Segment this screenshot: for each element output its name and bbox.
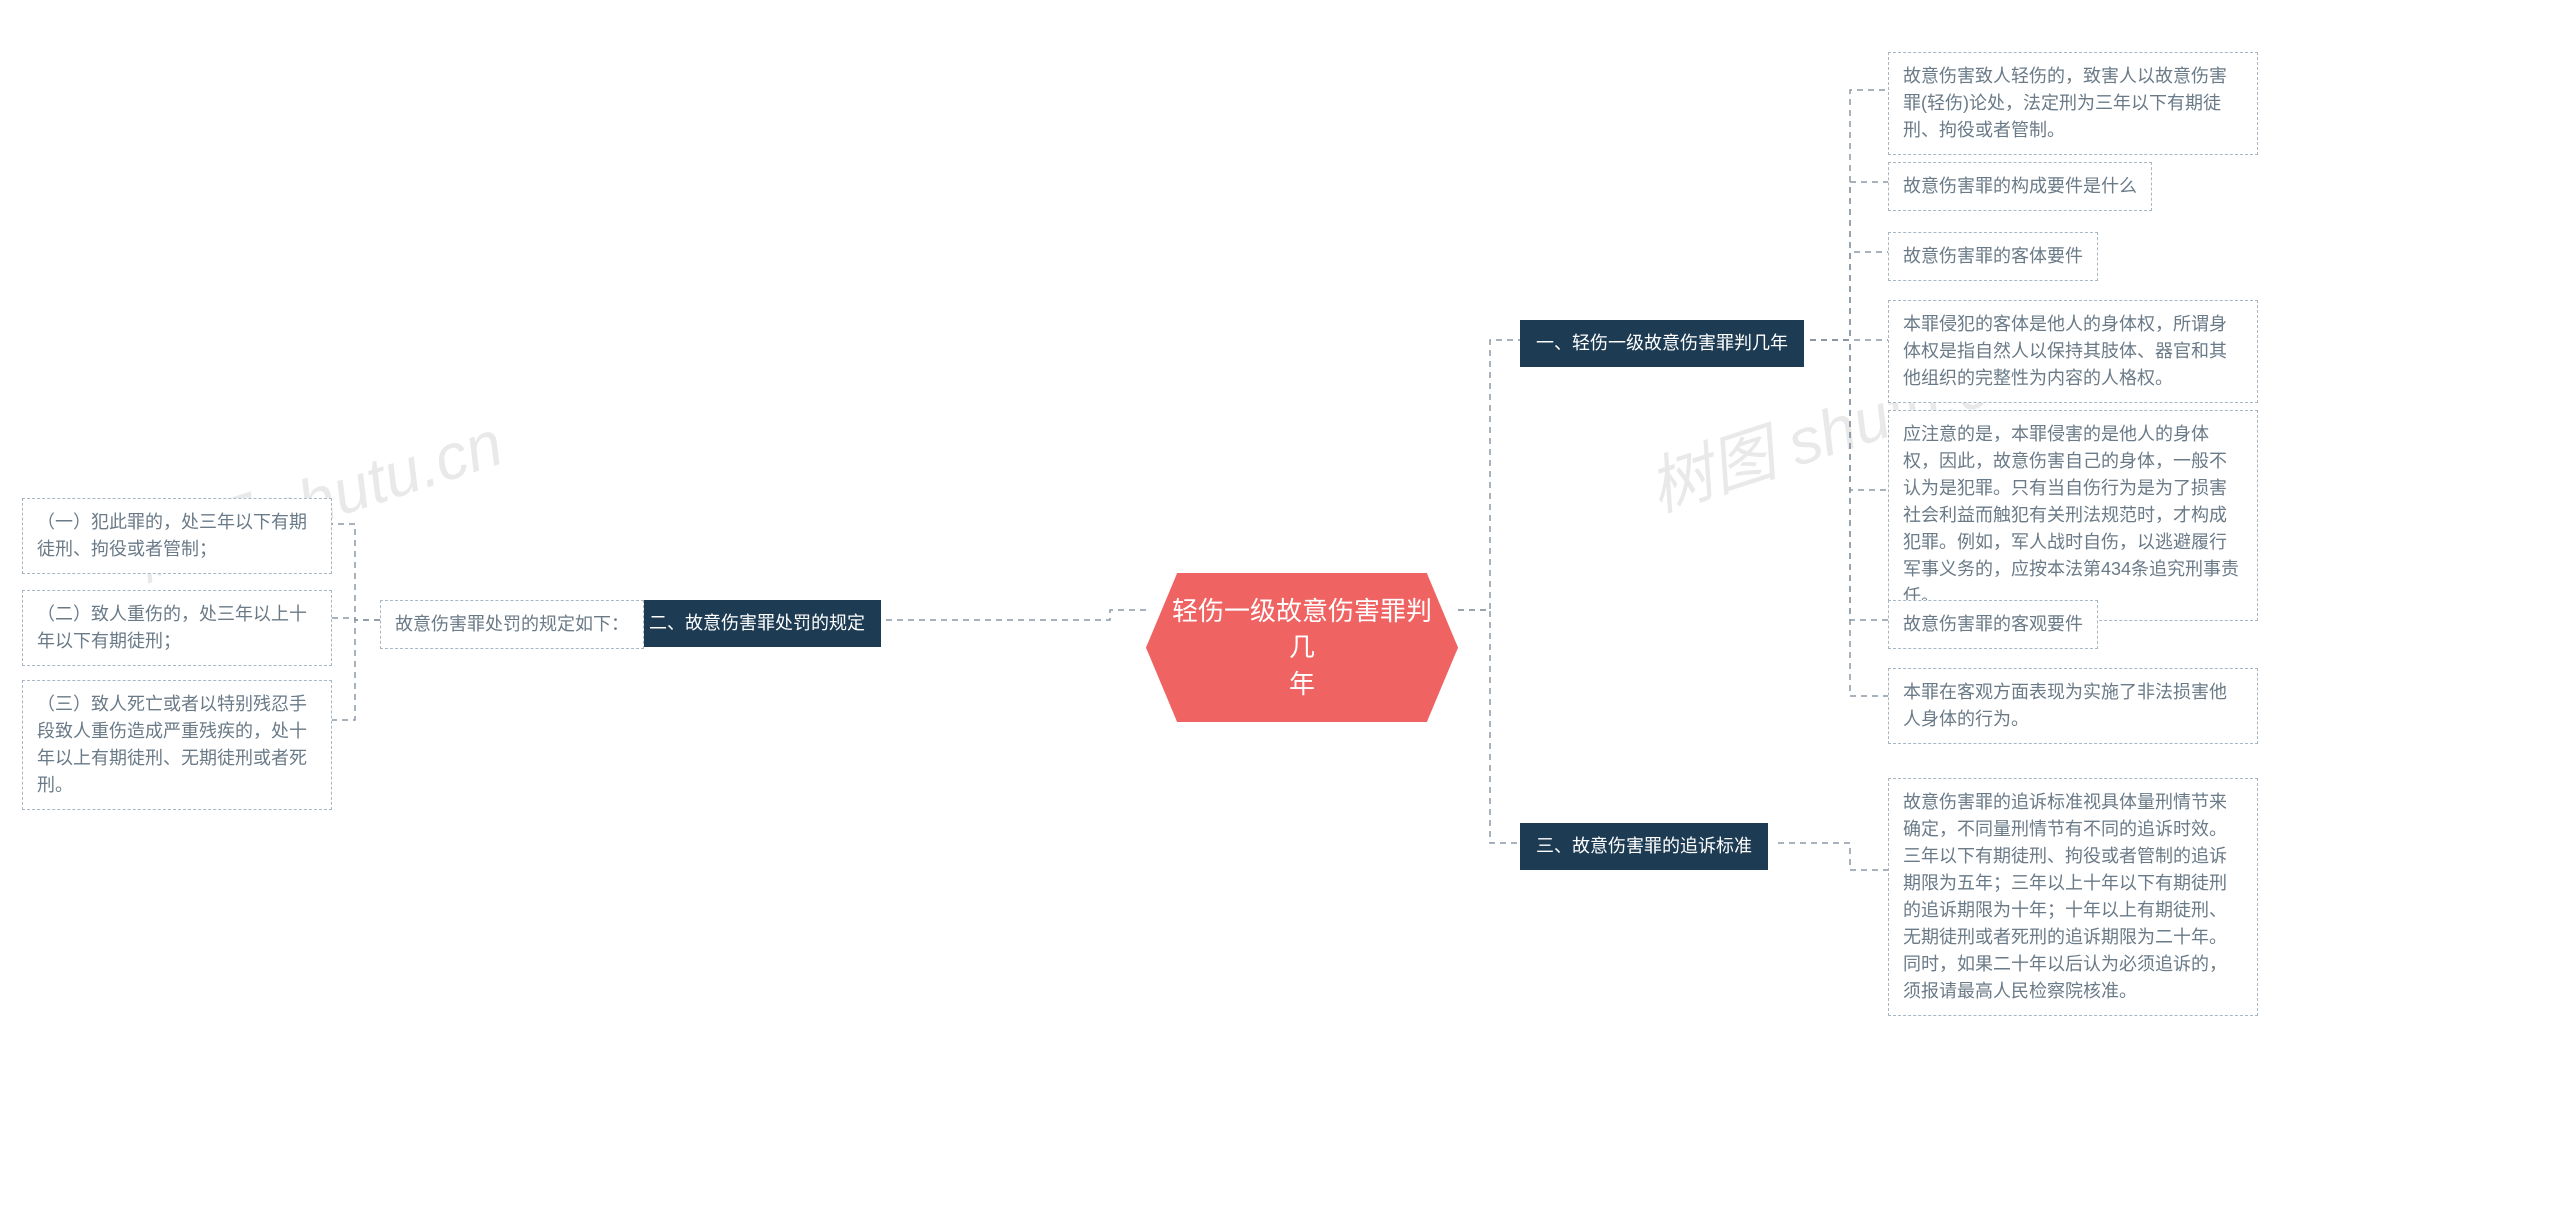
branch-1: 一、轻伤一级故意伤害罪判几年	[1520, 320, 1804, 367]
r1-leaf-0-text: 故意伤害致人轻伤的，致害人以故意伤害罪(轻伤)论处，法定刑为三年以下有期徒刑、拘…	[1903, 66, 2227, 140]
left-leaf-1: （二）致人重伤的，处三年以上十年以下有期徒刑；	[22, 590, 332, 666]
branch-3-label: 三、故意伤害罪的追诉标准	[1536, 836, 1752, 856]
branch-1-label: 一、轻伤一级故意伤害罪判几年	[1536, 333, 1788, 353]
r1-leaf-1: 故意伤害罪的构成要件是什么	[1888, 162, 2152, 211]
r1-leaf-1-text: 故意伤害罪的构成要件是什么	[1903, 176, 2137, 196]
branch-3: 三、故意伤害罪的追诉标准	[1520, 823, 1768, 870]
left-mid-text: 故意伤害罪处罚的规定如下：	[395, 614, 629, 634]
r3-leaf-text: 故意伤害罪的追诉标准视具体量刑情节来确定，不同量刑情节有不同的追诉时效。三年以下…	[1903, 792, 2227, 1001]
left-leaf-1-text: （二）致人重伤的，处三年以上十年以下有期徒刑；	[37, 604, 307, 651]
branch-2-label: 二、故意伤害罪处罚的规定	[649, 613, 865, 633]
left-leaf-2-text: （三）致人死亡或者以特别残忍手段致人重伤造成严重残疾的，处十年以上有期徒刑、无期…	[37, 694, 307, 795]
left-leaf-0: （一）犯此罪的，处三年以下有期徒刑、拘役或者管制；	[22, 498, 332, 574]
r3-leaf: 故意伤害罪的追诉标准视具体量刑情节来确定，不同量刑情节有不同的追诉时效。三年以下…	[1888, 778, 2258, 1016]
r1-leaf-5-text: 故意伤害罪的客观要件	[1903, 614, 2083, 634]
r1-leaf-0: 故意伤害致人轻伤的，致害人以故意伤害罪(轻伤)论处，法定刑为三年以下有期徒刑、拘…	[1888, 52, 2258, 155]
left-mid-leaf: 故意伤害罪处罚的规定如下：	[380, 600, 644, 649]
r1-leaf-6: 本罪在客观方面表现为实施了非法损害他人身体的行为。	[1888, 668, 2258, 744]
r1-leaf-2: 故意伤害罪的客体要件	[1888, 232, 2098, 281]
r1-leaf-4-text: 应注意的是，本罪侵害的是他人的身体权，因此，故意伤害自己的身体，一般不认为是犯罪…	[1903, 424, 2239, 606]
r1-leaf-3-text: 本罪侵犯的客体是他人的身体权，所谓身体权是指自然人以保持其肢体、器官和其他组织的…	[1903, 314, 2227, 388]
left-leaf-2: （三）致人死亡或者以特别残忍手段致人重伤造成严重残疾的，处十年以上有期徒刑、无期…	[22, 680, 332, 810]
r1-leaf-4: 应注意的是，本罪侵害的是他人的身体权，因此，故意伤害自己的身体，一般不认为是犯罪…	[1888, 410, 2258, 621]
r1-leaf-2-text: 故意伤害罪的客体要件	[1903, 246, 2083, 266]
center-node: 轻伤一级故意伤害罪判几年	[1146, 573, 1458, 722]
branch-2: 二、故意伤害罪处罚的规定	[633, 600, 881, 647]
r1-leaf-5: 故意伤害罪的客观要件	[1888, 600, 2098, 649]
r1-leaf-3: 本罪侵犯的客体是他人的身体权，所谓身体权是指自然人以保持其肢体、器官和其他组织的…	[1888, 300, 2258, 403]
r1-leaf-6-text: 本罪在客观方面表现为实施了非法损害他人身体的行为。	[1903, 682, 2227, 729]
left-leaf-0-text: （一）犯此罪的，处三年以下有期徒刑、拘役或者管制；	[37, 512, 307, 559]
center-text: 轻伤一级故意伤害罪判几年	[1172, 596, 1432, 699]
